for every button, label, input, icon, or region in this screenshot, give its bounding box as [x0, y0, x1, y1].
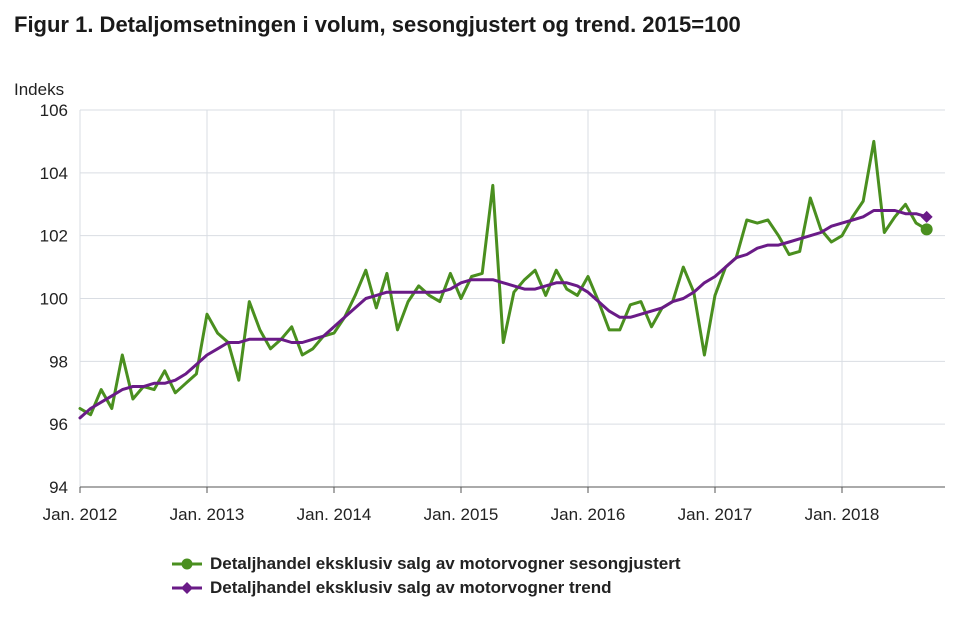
legend-item-seasonally-adjusted[interactable]: Detaljhandel eksklusiv salg av motorvogn… — [172, 552, 681, 576]
legend-swatch-green-circle — [172, 557, 202, 571]
y-tick-label: 104 — [40, 164, 68, 183]
x-tick-label: Jan. 2018 — [805, 505, 880, 524]
last-point-marker-diamond[interactable] — [920, 210, 933, 223]
legend-label-trend: Detaljhandel eksklusiv salg av motorvogn… — [210, 578, 612, 597]
legend-swatch-purple-diamond — [172, 581, 202, 595]
last-point-marker-circle[interactable] — [920, 223, 933, 236]
x-tick-label: Jan. 2016 — [551, 505, 626, 524]
y-tick-label: 94 — [49, 478, 68, 497]
series — [78, 139, 933, 420]
x-tick-label: Jan. 2017 — [678, 505, 753, 524]
y-tick-labels: 94 96 98 100 102 104 106 — [40, 101, 68, 497]
x-tick-labels: Jan. 2012 Jan. 2013 Jan. 2014 Jan. 2015 Jan.… — [43, 505, 880, 524]
y-axis-title: Indeks — [14, 80, 64, 99]
y-tick-label: 102 — [40, 227, 68, 246]
y-tick-label: 98 — [49, 352, 68, 371]
grid-lines — [79, 109, 945, 493]
legend-label-seasonally-adjusted: Detaljhandel eksklusiv salg av motorvogn… — [210, 554, 681, 573]
x-tick-label: Jan. 2012 — [43, 505, 118, 524]
legend: Detaljhandel eksklusiv salg av motorvogn… — [172, 552, 681, 600]
y-tick-label: 106 — [40, 101, 68, 120]
series-line-seasonally-adjusted[interactable] — [78, 139, 929, 417]
y-tick-label: 96 — [49, 415, 68, 434]
x-tick-label: Jan. 2013 — [170, 505, 245, 524]
chart-title: Figur 1. Detaljomsetningen i volum, seso… — [14, 12, 741, 37]
x-tick-label: Jan. 2014 — [297, 505, 372, 524]
series-line-trend[interactable] — [78, 209, 929, 420]
x-tick-label: Jan. 2015 — [424, 505, 499, 524]
legend-item-trend[interactable]: Detaljhandel eksklusiv salg av motorvogn… — [172, 576, 681, 600]
y-tick-label: 100 — [40, 290, 68, 309]
